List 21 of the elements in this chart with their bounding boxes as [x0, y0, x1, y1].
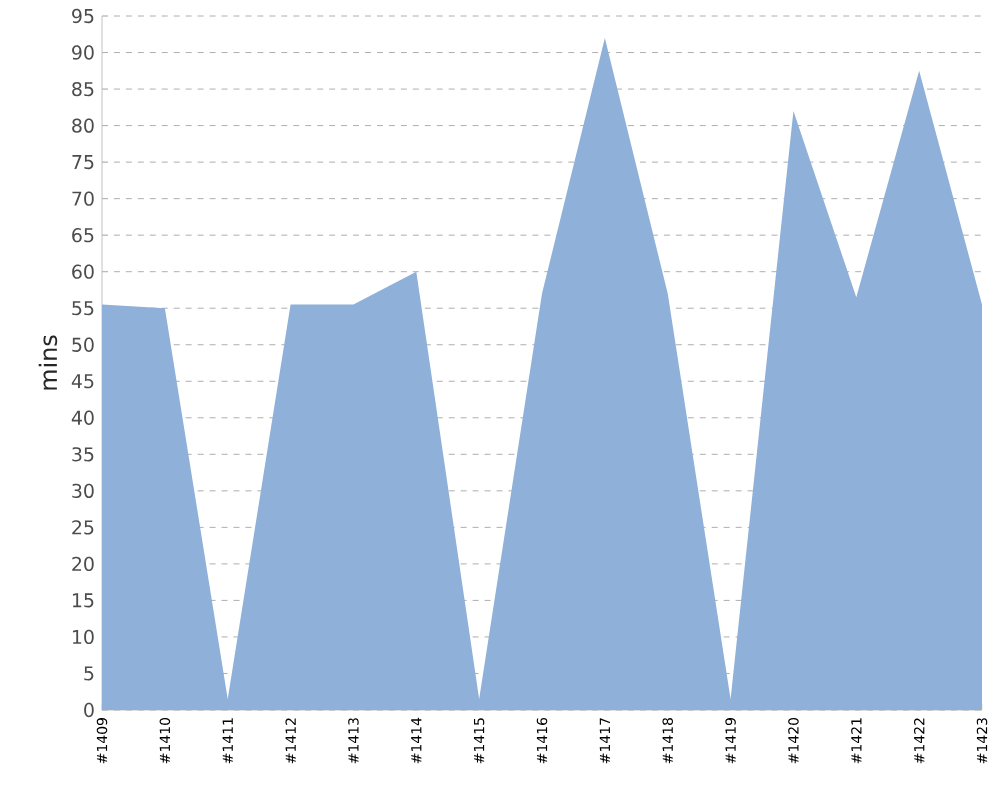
y-tick-label: 30 [72, 483, 94, 499]
y-tick-label: 35 [72, 447, 94, 462]
y-tick-label: 70 [72, 191, 94, 206]
y-tick-label: 15 [72, 593, 94, 608]
y-tick-label: 90 [72, 45, 94, 60]
y-tick-label: 0 [84, 702, 94, 718]
y-tick-label: 65 [72, 227, 94, 243]
y-tick-label: 55 [72, 301, 94, 316]
y-tick-label: 5 [84, 666, 94, 681]
y-tick-label: 75 [72, 155, 94, 170]
y-tick-label: 60 [72, 264, 94, 279]
y-tick-label: 80 [72, 118, 94, 133]
y-tick-label: 20 [72, 556, 94, 572]
y-tick-label: 45 [71, 374, 94, 389]
y-tick-label: 10 [72, 629, 94, 645]
y-axis-title: mins [38, 335, 58, 390]
y-tick-label: 85 [72, 81, 94, 97]
y-tick-label: 25 [72, 520, 94, 535]
y-tick-label: 50 [72, 337, 94, 352]
y-tick-label: 95 [72, 8, 94, 24]
y-tick-label: 40 [71, 410, 94, 425]
